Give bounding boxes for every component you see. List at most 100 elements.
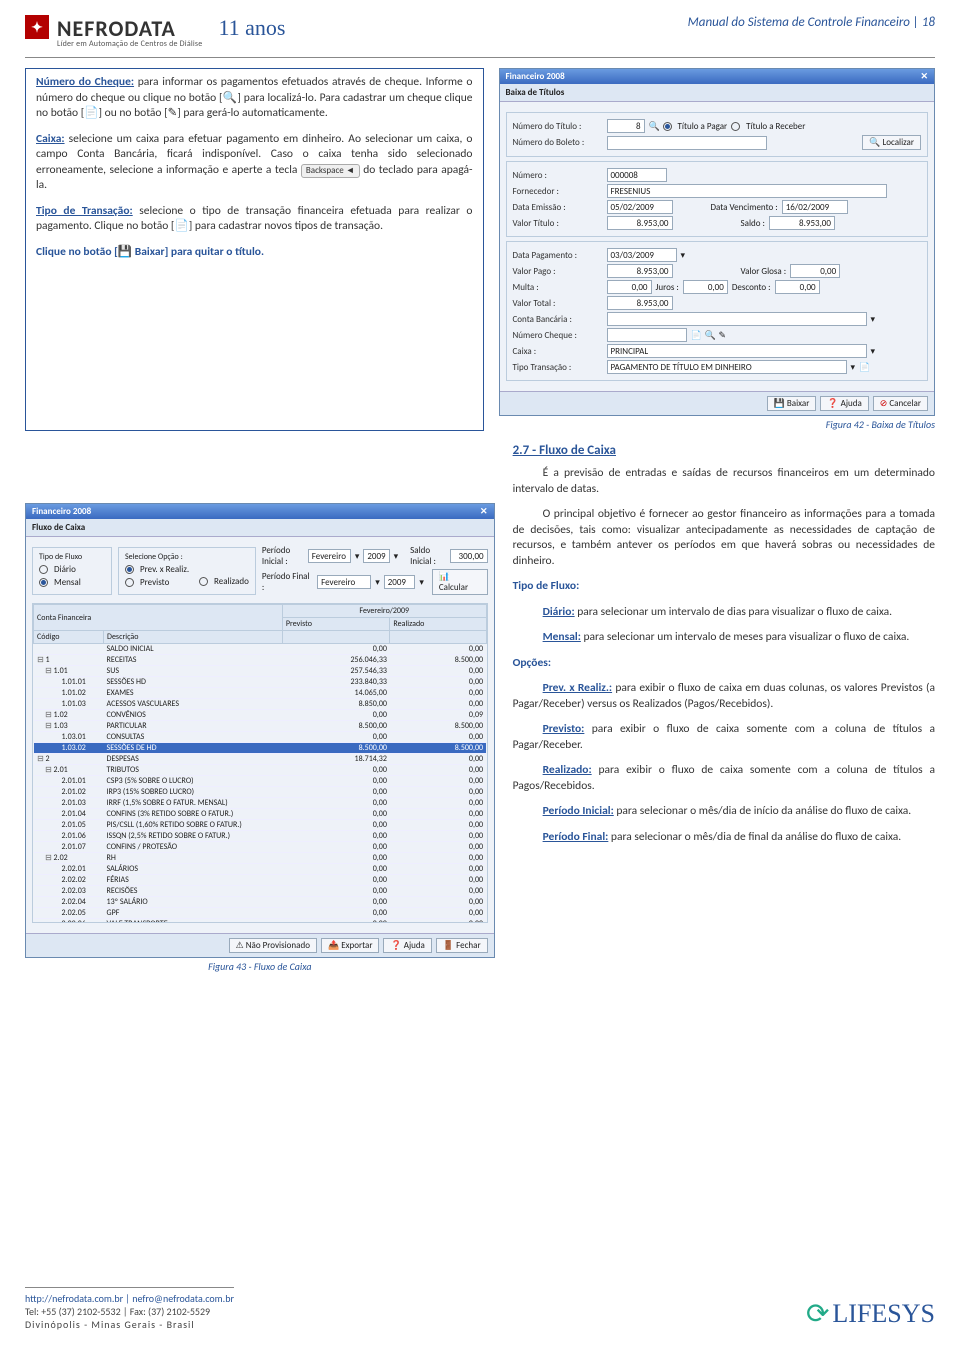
table-row[interactable]: 2.02.06VALE TRANSPORTE0,000,00 (34, 919, 487, 924)
table-row[interactable]: 2.02.0413º SALÁRIO0,000,00 (34, 897, 487, 908)
juros-input[interactable]: 0,00 (683, 280, 728, 294)
table-row[interactable]: ⊟1.02CONVÊNIOS0,000,09 (34, 710, 487, 721)
valor-total-label: Valor Total : (513, 298, 603, 309)
table-row[interactable]: 2.02.05GPF0,000,00 (34, 908, 487, 919)
per-ini-mes[interactable]: Fevereiro (308, 549, 351, 563)
table-row[interactable]: 2.01.02IRP3 (15% SOBREO LUCRO)0,000,00 (34, 787, 487, 798)
fornecedor-val: FRESENIUS (607, 184, 887, 198)
table-row[interactable]: ⊟1RECEITAS256.046,338.500,00 (34, 655, 487, 666)
table-row[interactable]: SALDO INICIAL0,000,00 (34, 644, 487, 655)
venc-val: 16/02/2009 (782, 200, 848, 214)
sec27-p2: O principal objetivo é fornecer ao gesto… (513, 507, 935, 569)
valor-titulo-label: Valor Título : (513, 218, 603, 229)
radio-receber[interactable] (731, 122, 740, 131)
pencil-icon[interactable]: ✎ (719, 330, 729, 340)
num-boleto-label: Número do Boleto : (513, 137, 603, 148)
num-cheque-input[interactable] (607, 328, 687, 342)
tipo-fluxo-group: Tipo de Fluxo (39, 552, 105, 562)
radio-prevreal[interactable] (125, 565, 134, 574)
search-icon[interactable]: 🔍 (649, 121, 659, 131)
footer-info: http://nefrodata.com.br | nefro@nefrodat… (25, 1287, 234, 1331)
ajuda-button[interactable]: ❓ Ajuda (820, 396, 868, 411)
desconto-input[interactable]: 0,00 (775, 280, 820, 294)
calcular-button[interactable]: 📊 Calcular (432, 569, 488, 595)
table-row[interactable]: 1.01.02EXAMES14.065,000,00 (34, 688, 487, 699)
caixa-select[interactable]: PRINCIPAL (607, 344, 867, 358)
baixar-btn-ref: [💾 Baixar] (114, 245, 168, 259)
conta-select[interactable] (607, 312, 867, 326)
table-row[interactable]: 2.01.04CONFINS (3% RETIDO SOBRE O FATUR.… (34, 809, 487, 820)
num-titulo-input[interactable]: 8 (607, 119, 645, 133)
calendar-icon[interactable]: ▾ (681, 250, 686, 261)
close-icon[interactable]: ✕ (920, 71, 928, 82)
table-row[interactable]: ⊟1.01SUS257.546,330,00 (34, 666, 487, 677)
table-row[interactable]: ⊟2DESPESAS18.714,320,00 (34, 754, 487, 765)
tipo-trans-select[interactable]: PAGAMENTO DE TÍTULO EM DINHEIRO (607, 360, 847, 374)
radio-pagar[interactable] (663, 122, 672, 131)
lifesys-logo: ⟳ LIFESYS (806, 1297, 935, 1331)
search-cheque-icon[interactable]: 🔍 (705, 330, 715, 340)
multa-label: Multa : (513, 282, 603, 293)
fornecedor-label: Fornecedor : (513, 186, 603, 197)
cancelar-button[interactable]: ⊘ Cancelar (873, 396, 928, 411)
num-boleto-input[interactable] (607, 136, 767, 150)
exportar-button[interactable]: 📤 Exportar (321, 938, 380, 953)
chevron-down-icon[interactable]: ▾ (851, 362, 856, 373)
table-row[interactable]: 2.02.02FÉRIAS0,000,00 (34, 875, 487, 886)
radio-previsto[interactable] (125, 578, 134, 587)
numero-label: Número : (513, 170, 603, 181)
radio-mensal[interactable] (39, 578, 48, 587)
chevron-down-icon[interactable]: ▾ (871, 314, 876, 325)
table-row[interactable]: ⊟2.02RH0,000,00 (34, 853, 487, 864)
valor-glosa-input[interactable]: 0,00 (790, 264, 840, 278)
per-fin-mes[interactable]: Fevereiro (317, 575, 371, 589)
radio-realizado[interactable] (199, 577, 208, 586)
table-row[interactable]: ⊟2.01TRIBUTOS0,000,00 (34, 765, 487, 776)
valor-titulo-val: 8.953,00 (607, 216, 673, 230)
data-pag-label: Data Pagamento : (513, 250, 603, 261)
valor-pago-input[interactable]: 8.953,00 (607, 264, 673, 278)
saldo-ini-input[interactable]: 300,00 (450, 549, 488, 563)
per-ini-label: Período Inicial : (262, 545, 304, 567)
table-row[interactable]: 2.01.06ISSQN (2,5% RETIDO SOBRE O FATUR.… (34, 831, 487, 842)
nao-prov-button[interactable]: ⚠ Não Provisionado (229, 938, 317, 953)
saldo-label: Saldo : (741, 218, 765, 229)
table-row[interactable]: 1.03.01CONSULTAS0,000,00 (34, 732, 487, 743)
ajuda-button[interactable]: ❓ Ajuda (383, 938, 431, 953)
chevron-down-icon[interactable]: ▾ (871, 346, 876, 357)
pini-text: para selecionar o mês/dia de início da a… (614, 804, 911, 818)
table-row[interactable]: 2.01.07CONFINS / PROTESÃO0,000,00 (34, 842, 487, 853)
logo-icon: ✦ (25, 15, 49, 39)
footer-loc: Divinópolis - Minas Gerais - Brasil (25, 1318, 234, 1331)
table-row[interactable]: 2.01.03IRRF (1,5% SOBRE O FATUR. MENSAL)… (34, 798, 487, 809)
table-row[interactable]: 1.01.01SESSÕES HD233.840,330,00 (34, 677, 487, 688)
table-row[interactable]: 1.03.02SESSÕES DE HD8.500,008.500,00 (34, 743, 487, 754)
table-row[interactable]: 2.01.05PIS/CSLL (1,60% RETIDO SOBRE O FA… (34, 820, 487, 831)
backspace-key: Backspace ◄ (301, 164, 360, 178)
data-pag-input[interactable]: 03/03/2009 (607, 248, 677, 262)
sec27-heading: 2.7 - Fluxo de Caixa (513, 443, 935, 458)
diario-label: Diário: (543, 605, 575, 619)
num-titulo-label: Número do Título : (513, 121, 603, 132)
doc-icon[interactable]: 📄 (691, 330, 701, 340)
radio-diario[interactable] (39, 565, 48, 574)
multa-input[interactable]: 0,00 (607, 280, 652, 294)
col-codigo: Código (34, 631, 104, 644)
baixar-button[interactable]: 💾 Baixar (767, 396, 817, 411)
fechar-button[interactable]: 🚪 Fechar (436, 938, 488, 953)
table-row[interactable]: 2.02.03RECISÕES0,000,00 (34, 886, 487, 897)
per-fin-ano[interactable]: 2009 (384, 575, 416, 589)
table-row[interactable]: 2.01.01CSP3 (5% SOBRE O LUCRO)0,000,00 (34, 776, 487, 787)
table-row[interactable]: 2.02.01SALÁRIOS0,000,00 (34, 864, 487, 875)
close-icon[interactable]: ✕ (480, 506, 488, 517)
table-row[interactable]: 1.01.03ACESSOS VASCULARES8.850,000,00 (34, 699, 487, 710)
numero-val: 000008 (607, 168, 667, 182)
localizar-button[interactable]: 🔍 Localizar (862, 135, 921, 150)
footer-tel: Tel: +55 (37) 2102-5532 | Fax: (37) 2102… (25, 1305, 234, 1318)
prev-label: Prev. x Realiz.: (543, 681, 613, 695)
emissao-label: Data Emissão : (513, 202, 603, 213)
doc-icon[interactable]: 📄 (859, 362, 869, 372)
table-row[interactable]: ⊟1.03PARTICULAR8.500,008.500,00 (34, 721, 487, 732)
per-ini-ano[interactable]: 2009 (363, 549, 389, 563)
win-title: Financeiro 2008 (506, 71, 565, 82)
